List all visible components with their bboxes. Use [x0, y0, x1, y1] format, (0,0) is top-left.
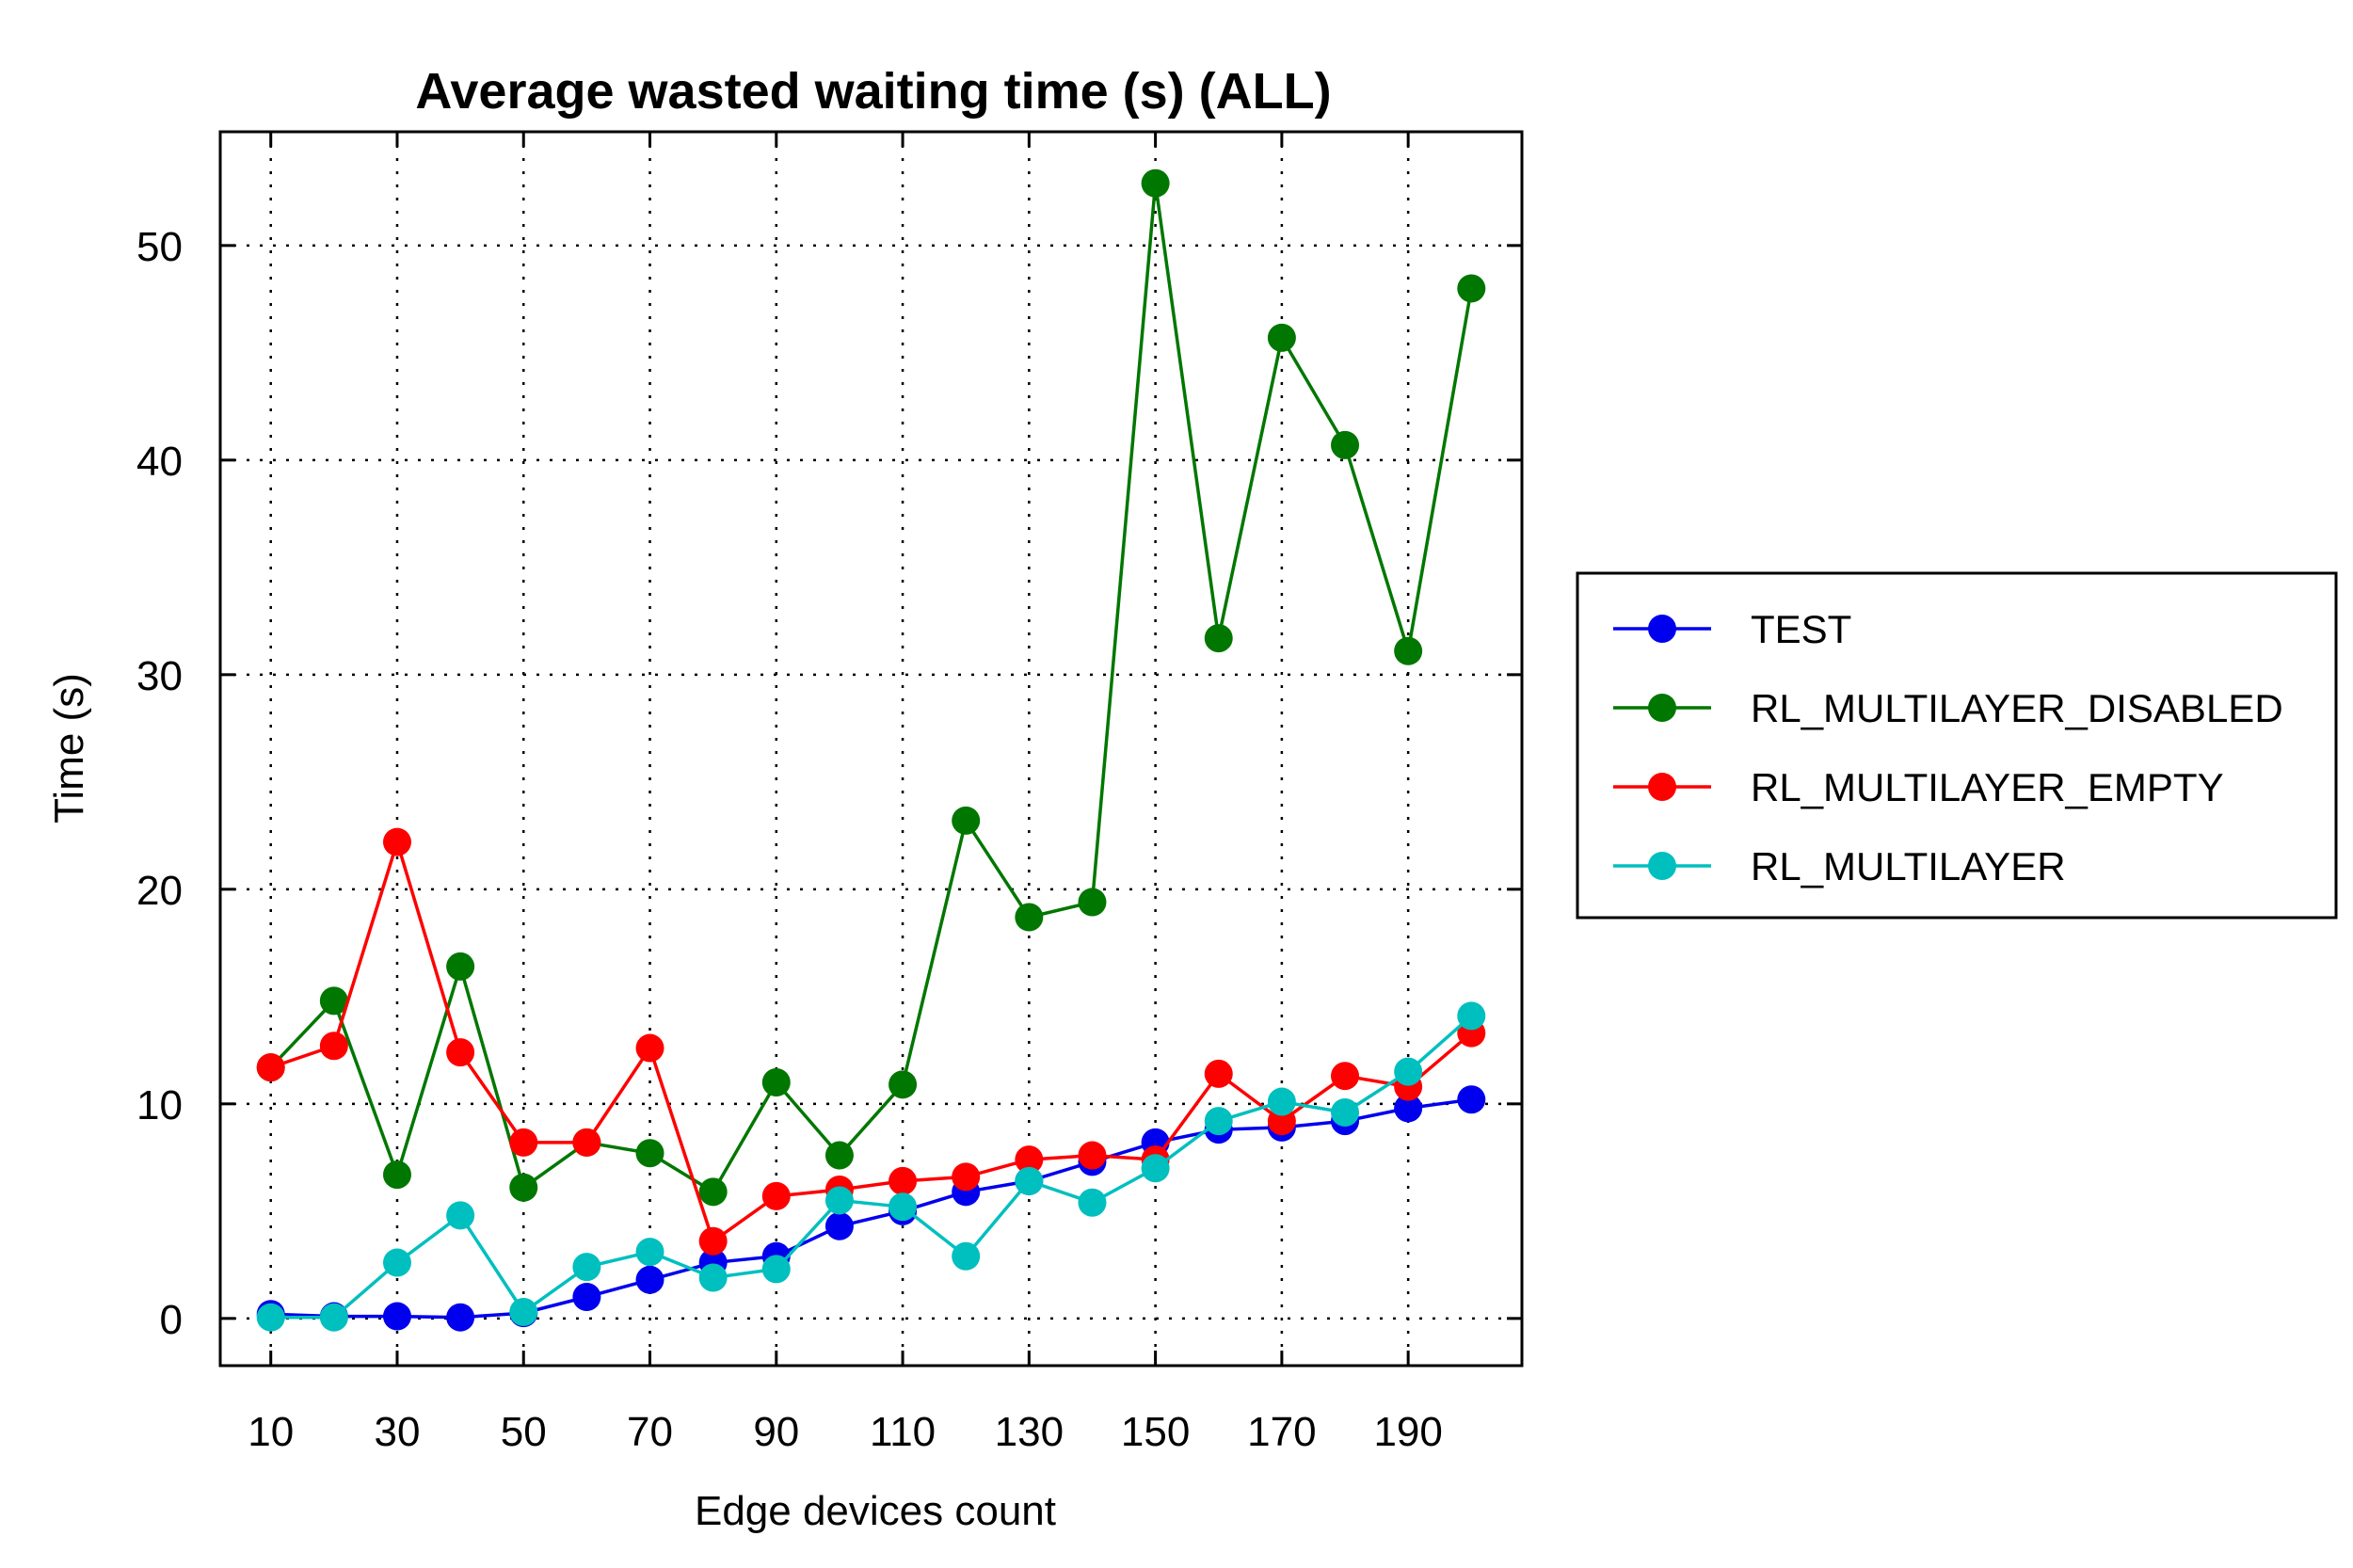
- legend-marker: [1648, 694, 1676, 722]
- data-point: [509, 1173, 538, 1202]
- data-point: [698, 1226, 728, 1256]
- data-point: [761, 1255, 791, 1284]
- data-point: [635, 1238, 664, 1267]
- data-point: [382, 1302, 411, 1331]
- data-point: [635, 1139, 664, 1168]
- data-point: [446, 952, 475, 981]
- data-point: [382, 827, 411, 856]
- data-point: [509, 1128, 538, 1157]
- data-point: [1204, 624, 1233, 653]
- y-tick-label: 40: [136, 439, 183, 485]
- data-point: [888, 1070, 918, 1099]
- data-point: [1457, 1001, 1486, 1031]
- data-point: [1394, 636, 1423, 665]
- data-point: [572, 1128, 601, 1157]
- x-tick-label: 50: [501, 1409, 547, 1455]
- x-tick-label: 90: [753, 1409, 799, 1455]
- x-tick-label: 30: [375, 1409, 421, 1455]
- data-point: [446, 1303, 475, 1332]
- data-point: [1267, 1087, 1296, 1116]
- x-tick-label: 190: [1373, 1409, 1442, 1455]
- legend-entry-label: RL_MULTILAYER: [1751, 844, 2066, 888]
- plot-frame: [218, 130, 1524, 1368]
- data-point: [1078, 1188, 1107, 1217]
- data-point: [1331, 1097, 1360, 1127]
- series-rl-multilayer: [256, 1001, 1486, 1332]
- data-point: [572, 1283, 601, 1312]
- x-tick-label: 130: [995, 1409, 1064, 1455]
- data-point: [698, 1177, 728, 1207]
- legend-marker: [1648, 852, 1676, 880]
- data-point: [1141, 168, 1170, 198]
- y-tick-label: 10: [136, 1082, 183, 1128]
- data-point: [256, 1303, 285, 1332]
- data-point: [1141, 1154, 1170, 1183]
- data-point: [1457, 1085, 1486, 1114]
- data-point: [1394, 1094, 1423, 1123]
- data-point: [1331, 1062, 1360, 1091]
- data-point: [952, 1241, 981, 1271]
- x-tick-label: 10: [248, 1409, 294, 1455]
- series-line: [269, 183, 1474, 1194]
- data-point: [888, 1192, 918, 1222]
- data-point: [1078, 888, 1107, 917]
- y-tick-label: 30: [136, 653, 183, 699]
- y-tick-label: 50: [136, 224, 183, 270]
- data-point: [1204, 1107, 1233, 1136]
- legend-marker: [1648, 615, 1676, 643]
- legend: TEST RL_MULTILAYER_DISABLED RL_MULTILAYER_…: [1576, 571, 2338, 920]
- data-point: [382, 1160, 411, 1190]
- data-point: [824, 1186, 854, 1215]
- data-point: [256, 1053, 285, 1082]
- legend-entry-label: RL_MULTILAYER_DISABLED: [1751, 686, 2283, 730]
- data-point: [382, 1248, 411, 1277]
- legend-entry-label: RL_MULTILAYER_EMPTY: [1751, 765, 2224, 809]
- data-point: [698, 1263, 728, 1292]
- legend-entry-label: TEST: [1751, 607, 1851, 651]
- data-point: [572, 1253, 601, 1282]
- data-point: [635, 1033, 664, 1063]
- data-point: [1267, 1107, 1296, 1136]
- data-point: [635, 1265, 664, 1294]
- data-point: [1394, 1057, 1423, 1086]
- data-point: [824, 1211, 854, 1240]
- x-tick-label: 110: [870, 1409, 936, 1455]
- data-point: [1204, 1059, 1233, 1088]
- data-point: [446, 1038, 475, 1067]
- x-tick-label: 150: [1121, 1409, 1190, 1455]
- data-point: [1331, 430, 1360, 459]
- data-point: [952, 1162, 981, 1192]
- data-point: [319, 986, 348, 1016]
- y-tick-label: 0: [160, 1297, 183, 1343]
- series-rl-multilayer-empty: [256, 827, 1486, 1256]
- data-point: [1015, 1166, 1044, 1195]
- data-point: [1015, 903, 1044, 932]
- legend-marker: [1648, 773, 1676, 801]
- data-point: [1078, 1141, 1107, 1170]
- y-axis-label: Time (s): [46, 673, 92, 824]
- series-layer: [256, 168, 1486, 1332]
- data-point: [824, 1141, 854, 1170]
- data-point: [761, 1068, 791, 1097]
- y-tick-label: 20: [136, 868, 183, 914]
- x-tick-label: 170: [1247, 1409, 1316, 1455]
- data-point: [319, 1303, 348, 1332]
- data-point: [761, 1181, 791, 1210]
- data-point: [888, 1166, 918, 1195]
- chart-title: Average wasted waiting time (s) (ALL): [415, 63, 1331, 120]
- legend-box: [1576, 571, 2338, 920]
- data-point: [952, 806, 981, 835]
- data-point: [509, 1298, 538, 1326]
- data-point: [1015, 1145, 1044, 1175]
- data-point: [1457, 274, 1486, 303]
- data-point: [1267, 323, 1296, 352]
- data-point: [319, 1032, 348, 1061]
- ticks: 10 30 50 70 90 110 130 150 170 190 0 10 20 30 40 50: [136, 132, 1522, 1455]
- x-tick-label: 70: [627, 1409, 673, 1455]
- data-point: [446, 1201, 475, 1230]
- x-axis-label: Edge devices count: [695, 1488, 1056, 1534]
